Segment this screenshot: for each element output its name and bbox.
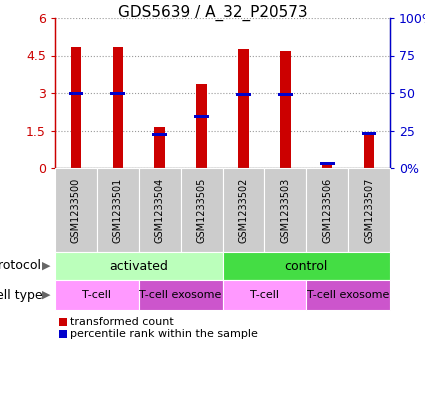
Text: T-cell: T-cell	[82, 290, 111, 300]
Bar	[236, 93, 251, 96]
Text: GSM1233507: GSM1233507	[364, 177, 374, 243]
Text: GSM1233504: GSM1233504	[155, 177, 164, 242]
Text: GSM1233502: GSM1233502	[238, 177, 249, 243]
Bar	[194, 115, 209, 118]
Bar	[320, 162, 334, 165]
Text: control: control	[285, 259, 328, 272]
Bar	[362, 132, 377, 134]
Bar	[71, 47, 81, 168]
Text: cell type: cell type	[0, 288, 42, 301]
Bar	[152, 133, 167, 136]
Text: GSM1233506: GSM1233506	[322, 177, 332, 242]
Bar	[364, 132, 374, 168]
Text: ▶: ▶	[42, 261, 51, 271]
Text: activated: activated	[109, 259, 168, 272]
Bar	[154, 127, 165, 168]
Bar	[196, 84, 207, 168]
Text: T-cell: T-cell	[250, 290, 279, 300]
Bar	[322, 162, 332, 168]
Text: T-cell exosome: T-cell exosome	[307, 290, 389, 300]
Text: GSM1233501: GSM1233501	[113, 177, 123, 242]
Bar	[110, 92, 125, 94]
Bar	[68, 92, 83, 94]
Bar	[113, 47, 123, 168]
Text: ▶: ▶	[42, 290, 51, 300]
Text: GSM1233500: GSM1233500	[71, 177, 81, 242]
Text: GSM1233505: GSM1233505	[196, 177, 207, 243]
Bar	[280, 50, 291, 168]
Text: transformed count: transformed count	[70, 317, 174, 327]
Text: protocol: protocol	[0, 259, 42, 272]
Bar	[238, 49, 249, 168]
Bar	[278, 93, 293, 96]
Text: T-cell exosome: T-cell exosome	[139, 290, 222, 300]
Text: GDS5639 / A_32_P20573: GDS5639 / A_32_P20573	[118, 5, 307, 21]
Text: percentile rank within the sample: percentile rank within the sample	[70, 329, 258, 339]
Text: GSM1233503: GSM1233503	[280, 177, 290, 242]
